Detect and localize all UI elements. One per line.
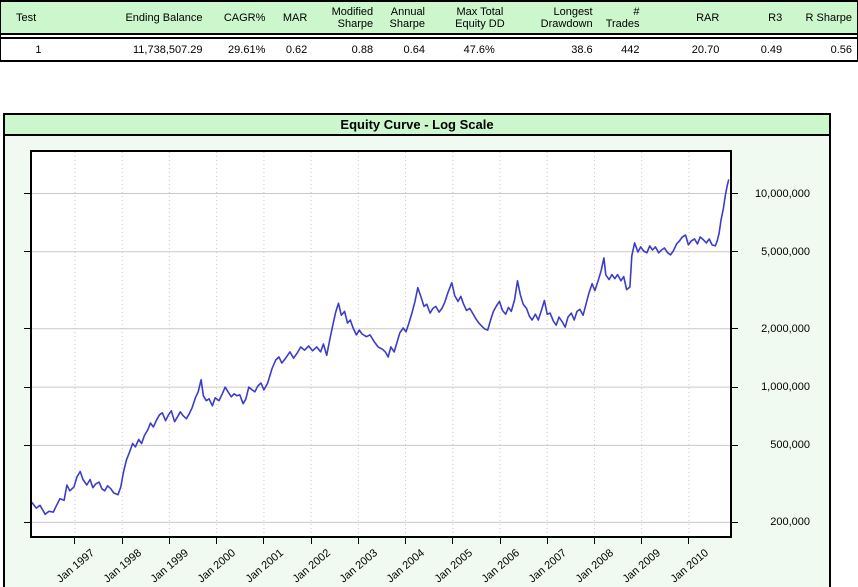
header-cell: CAGR% xyxy=(223,11,266,24)
x-tick-label: Jan 1998 xyxy=(101,547,144,586)
x-tick xyxy=(688,538,690,544)
results-table: Test Ending Balance CAGR% MAR Modified Sharp… xyxy=(0,0,858,62)
value-cell[interactable]: 11,738,507.29 xyxy=(132,43,203,56)
y-tick-label: 200,000 xyxy=(770,516,810,529)
x-tick xyxy=(263,538,265,544)
value-cell[interactable]: 0.49 xyxy=(760,43,783,56)
x-tick xyxy=(499,538,501,544)
results-table-header-row: Test Ending Balance CAGR% MAR Modified Sharp… xyxy=(1,0,857,35)
value-cell[interactable]: 47.6% xyxy=(463,43,495,56)
x-tick-label: Jan 2007 xyxy=(526,547,569,586)
value-cell[interactable]: 29.61% xyxy=(228,43,266,56)
header-cell: Max Total Equity DD xyxy=(455,5,505,30)
y-tick xyxy=(24,521,30,523)
x-tick xyxy=(121,538,123,544)
chart-title: Equity Curve - Log Scale xyxy=(5,115,829,136)
y-tick xyxy=(24,444,30,446)
x-tick-label: Jan 2004 xyxy=(384,547,428,586)
x-tick-label: Jan 2005 xyxy=(432,547,475,586)
y-tick xyxy=(732,328,738,330)
x-tick-label: Jan 2000 xyxy=(195,547,239,586)
y-tick xyxy=(732,521,738,523)
results-table-data-row[interactable]: 1 11,738,507.29 29.61% 0.62 0.88 0.64 47.6% 38.… xyxy=(1,39,857,60)
table-divider-line xyxy=(1,37,857,39)
plot-area xyxy=(30,150,732,538)
x-tick-label: Jan 2008 xyxy=(573,547,617,586)
header-cell: Ending Balance xyxy=(125,11,203,24)
y-tick-label: 10,000,000 xyxy=(754,187,810,200)
x-tick xyxy=(168,538,170,544)
x-tick-label: Jan 2006 xyxy=(479,547,522,586)
y-tick-label: 2,000,000 xyxy=(761,322,810,335)
equity-curve xyxy=(32,179,730,516)
x-tick xyxy=(216,538,218,544)
y-tick xyxy=(732,193,738,195)
x-tick xyxy=(593,538,595,544)
x-tick-label: Jan 1997 xyxy=(54,547,97,586)
header-cell: Longest Drawdown xyxy=(540,5,593,30)
value-cell[interactable]: 0.56 xyxy=(830,43,852,56)
y-tick xyxy=(24,193,30,195)
y-tick xyxy=(732,386,738,388)
header-cell: MAR xyxy=(282,11,308,24)
value-cell[interactable]: 442 xyxy=(621,43,640,56)
value-cell[interactable]: 0.88 xyxy=(351,43,374,56)
x-tick xyxy=(74,538,76,544)
header-cell: Test xyxy=(16,11,37,24)
y-tick xyxy=(24,251,30,253)
equity-curve-panel: Equity Curve - Log Scale 10,000,000 5,000… xyxy=(3,113,831,587)
y-tick-label: 1,000,000 xyxy=(761,381,810,394)
x-tick-label: Jan 2010 xyxy=(668,547,711,586)
value-cell[interactable]: 0.62 xyxy=(285,43,308,56)
y-tick xyxy=(24,386,30,388)
y-tick xyxy=(732,251,738,253)
header-cell: RAR xyxy=(696,11,720,24)
value-cell[interactable]: 20.70 xyxy=(691,43,720,56)
y-tick xyxy=(24,328,30,330)
x-tick xyxy=(405,538,407,544)
header-cell: R Sharpe xyxy=(805,11,853,24)
value-cell[interactable]: 0.64 xyxy=(403,43,425,56)
x-tick xyxy=(357,538,359,544)
x-tick xyxy=(641,538,643,544)
x-tick-label: Jan 2009 xyxy=(621,547,664,586)
x-tick xyxy=(546,538,548,544)
header-cell: # Trades xyxy=(605,5,640,30)
x-tick-label: Jan 2003 xyxy=(337,547,381,586)
y-tick-label: 500,000 xyxy=(770,439,810,452)
x-tick-label: Jan 2002 xyxy=(290,547,333,586)
header-cell: Modified Sharpe xyxy=(331,5,374,30)
table-divider-gap xyxy=(1,35,857,37)
header-cell: Annual Sharpe xyxy=(389,5,426,30)
header-cell: R3 xyxy=(768,11,783,24)
x-tick xyxy=(310,538,312,544)
value-cell[interactable]: 38.6 xyxy=(571,43,593,56)
equity-curve-svg xyxy=(32,152,730,536)
y-tick xyxy=(732,444,738,446)
x-tick-label: Jan 1999 xyxy=(148,547,192,586)
table-bottom-border xyxy=(1,60,857,62)
x-tick xyxy=(452,538,454,544)
y-tick-label: 5,000,000 xyxy=(761,245,810,258)
value-cell[interactable]: 1 xyxy=(35,43,42,56)
x-tick-label: Jan 2001 xyxy=(243,547,286,586)
